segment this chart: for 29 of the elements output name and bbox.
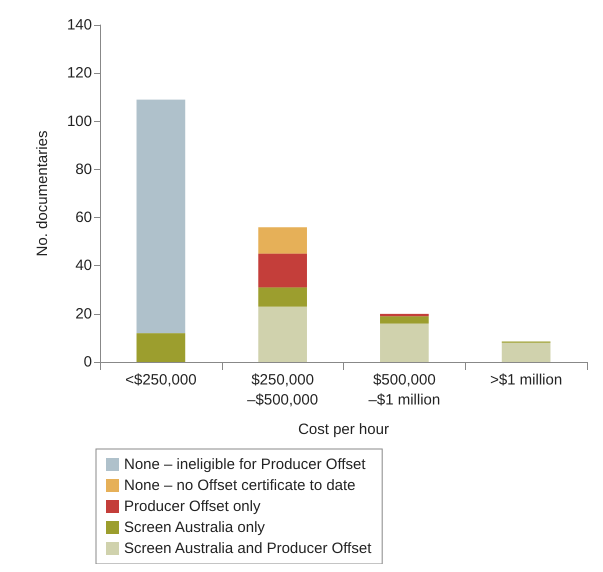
bar — [380, 323, 429, 362]
bar — [258, 287, 307, 307]
bar — [258, 227, 307, 254]
x-tick-label: <$250,000 — [125, 372, 197, 388]
bar — [380, 316, 429, 324]
x-axis-title: Cost per hour — [298, 421, 389, 438]
legend-label: Screen Australia only — [124, 519, 266, 536]
y-tick-label: 60 — [75, 209, 92, 226]
x-tick-label: $500,000 –$1 million — [368, 372, 440, 408]
y-tick-label: 0 — [84, 354, 92, 370]
x-tick-label: $250,000 –$500,000 — [247, 372, 318, 408]
bar — [380, 314, 429, 316]
legend-label: Producer Offset only — [124, 498, 261, 515]
y-tick-label: 40 — [75, 257, 92, 274]
y-tick-label: 100 — [66, 112, 92, 130]
y-tick-label: 120 — [66, 64, 92, 82]
x-tick-label: >$1 million — [490, 372, 562, 388]
y-axis-title: No. documentaries — [34, 130, 51, 256]
legend-label: Screen Australia and Producer Offset — [124, 540, 372, 557]
legend-label: None – ineligible for Producer Offset — [124, 456, 366, 473]
bar — [136, 100, 186, 334]
bar — [258, 306, 307, 362]
y-tick-label: 140 — [66, 16, 92, 34]
y-tick-label: 20 — [75, 305, 92, 322]
bar — [258, 254, 307, 288]
bar — [136, 333, 186, 362]
bar — [502, 342, 550, 362]
legend-label: None – no Offset certificate to date — [124, 477, 356, 494]
y-tick-label: 80 — [75, 160, 92, 178]
